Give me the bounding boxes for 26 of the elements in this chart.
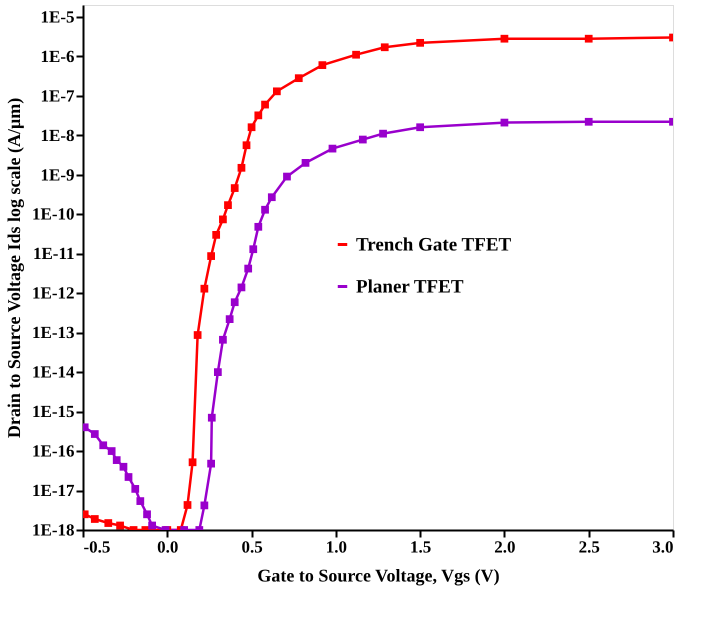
y-tick-label: 1E-7 <box>40 86 75 106</box>
y-axis-title: Drain to Source Voltage Ids log scale (A/μm) <box>4 98 24 438</box>
y-tick-label: 1E-11 <box>32 244 74 264</box>
y-tick-label: 1E-15 <box>32 402 74 422</box>
y-tick-label: 1E-16 <box>32 442 74 461</box>
y-tick-label: 1E-6 <box>40 46 74 66</box>
y-tick-label: 1E-10 <box>32 204 74 224</box>
x-tick-label: 0.5 <box>241 538 263 556</box>
x-tick-label: 2.0 <box>494 538 516 556</box>
y-tick-label: 1E-9 <box>40 165 74 184</box>
x-tick-label: 1.0 <box>326 538 347 556</box>
legend-label: Planer TFET <box>356 276 464 298</box>
y-tick-label: 1E-5 <box>40 7 74 26</box>
y-tick-label: 1E-13 <box>32 323 74 342</box>
x-tick-label: 2.5 <box>578 538 600 556</box>
y-tick-label: 1E-18 <box>32 520 74 540</box>
x-tick-label: 0.0 <box>157 538 178 556</box>
y-tick-label: 1E-12 <box>32 284 74 303</box>
x-tick-label: 3.0 <box>652 538 674 556</box>
y-tick-label: 1E-17 <box>32 481 75 500</box>
x-axis-title: Gate to Source Voltage, Vgs (V) <box>257 566 500 586</box>
x-tick-label: 1.5 <box>410 538 432 556</box>
x-tick-label: -0.5 <box>84 538 110 556</box>
y-tick-label: 1E-14 <box>32 362 75 382</box>
legend-label: Trench Gate TFET <box>356 234 512 256</box>
y-tick-label: 1E-8 <box>40 126 74 145</box>
